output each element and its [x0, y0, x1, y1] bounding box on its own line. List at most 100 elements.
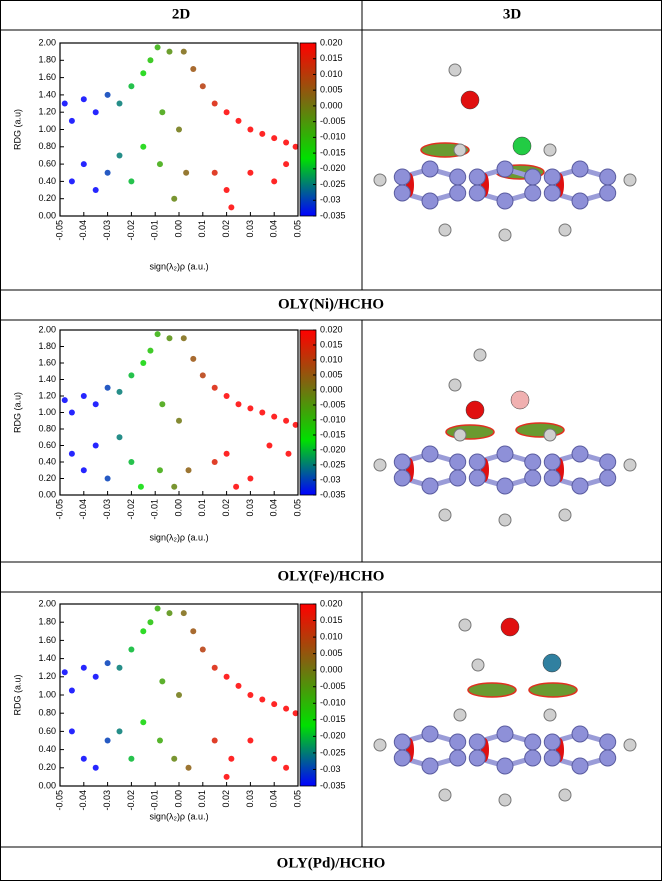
y-tick-label: 1.60 — [38, 635, 56, 645]
scatter-point — [271, 413, 278, 420]
y-tick-label: 1.00 — [38, 124, 56, 134]
colorbar-tick-label: -0.035 — [320, 489, 346, 499]
scatter-point — [199, 646, 206, 653]
scatter-point — [80, 664, 87, 671]
colorbar-tick-label: 0.020 — [320, 37, 343, 47]
scatter-point — [292, 143, 299, 150]
column-header: 2D — [172, 6, 191, 22]
carbon-atom — [496, 192, 514, 210]
colorbar-tick-label: -0.035 — [320, 210, 346, 220]
hydrogen-atom — [473, 348, 487, 362]
x-tick-label: -0.03 — [102, 790, 112, 811]
carbon-atom — [496, 477, 514, 495]
colorbar-tick-label: -0.03 — [320, 764, 341, 774]
carbon-atom — [468, 184, 486, 202]
y-tick-label: 0.40 — [38, 744, 56, 754]
scatter-point — [116, 434, 123, 441]
y-tick-label: 2.00 — [38, 37, 56, 47]
y-axis-label: RDG (a.u) — [12, 109, 22, 150]
colorbar-tick-label: -0.015 — [320, 429, 346, 439]
scatter-point — [180, 335, 187, 342]
scatter-point — [68, 178, 75, 185]
colorbar-tick-label: 0.000 — [320, 665, 343, 675]
carbon-atom — [571, 160, 589, 178]
colorbar-tick-label: 0.015 — [320, 53, 343, 63]
scatter-point — [128, 646, 135, 653]
scatter-point — [61, 397, 68, 404]
colorbar-tick-label: 0.005 — [320, 369, 343, 379]
scatter-point — [283, 417, 290, 424]
x-tick-label: -0.03 — [102, 220, 112, 241]
scatter-point — [80, 96, 87, 103]
scatter-point — [176, 126, 182, 133]
scatter-point — [154, 331, 161, 338]
scatter-point — [176, 692, 182, 698]
x-tick-label: 0.01 — [197, 790, 207, 808]
scatter-point — [247, 692, 254, 698]
scatter-point — [116, 152, 123, 159]
x-tick-label: 0.01 — [197, 220, 207, 238]
carbon-atom — [468, 469, 486, 487]
hydrogen-atom — [558, 788, 572, 802]
x-tick-label: 0.02 — [221, 220, 231, 238]
x-tick-label: -0.02 — [126, 790, 136, 811]
scatter-point — [259, 409, 266, 416]
scatter-point — [228, 755, 235, 762]
scatter-point — [166, 48, 173, 55]
colorbar-tick-label: 0.010 — [320, 631, 343, 641]
x-tick-label: 0.04 — [269, 499, 279, 517]
colorbar-tick-label: 0.010 — [320, 69, 343, 79]
y-tick-label: 1.00 — [38, 689, 56, 699]
y-axis-label: RDG (a.u) — [12, 392, 22, 433]
scatter-point — [285, 450, 292, 457]
carbon-atom — [599, 733, 617, 751]
scatter-point — [271, 178, 278, 185]
scatter-point — [259, 130, 266, 137]
x-tick-label: 0.00 — [173, 499, 183, 517]
x-tick-label: 0.00 — [173, 220, 183, 238]
y-tick-label: 1.20 — [38, 107, 56, 117]
scatter-point — [223, 450, 230, 457]
carbon-atom — [468, 453, 486, 471]
scatter-point — [271, 135, 278, 142]
scatter-point — [185, 467, 192, 474]
carbon-atom — [421, 757, 439, 775]
carbon-atom — [421, 192, 439, 210]
y-tick-label: 1.60 — [38, 357, 56, 367]
hydrogen-atom — [623, 173, 637, 187]
colorbar-tick-label: 0.020 — [320, 324, 343, 334]
scatter-point — [233, 483, 240, 490]
colorbar-tick-label: 0.020 — [320, 598, 343, 608]
scatter-point — [211, 459, 218, 465]
colorbar-tick-label: -0.005 — [320, 681, 346, 691]
carbon-atom — [468, 749, 486, 767]
carbon-atom — [599, 469, 617, 487]
molecule-3d — [373, 617, 637, 807]
scatter-point — [128, 83, 135, 90]
colorbar-tick-label: 0.005 — [320, 85, 343, 95]
scatter-point — [80, 755, 87, 762]
x-tick-label: -0.05 — [54, 499, 64, 520]
scatter-point — [171, 195, 178, 202]
y-tick-label: 0.40 — [38, 456, 56, 466]
x-tick-label: 0.05 — [292, 499, 302, 517]
scatter-point — [190, 65, 197, 72]
scatter-point — [147, 57, 154, 64]
scatter-point — [228, 204, 235, 211]
row-caption: OLY(Ni)/HCHO — [278, 296, 384, 312]
carbon-atom — [599, 749, 617, 767]
scatter-point — [171, 755, 178, 762]
hydrogen-atom — [543, 708, 557, 722]
y-tick-label: 0.80 — [38, 423, 56, 433]
scatter-point — [183, 169, 190, 176]
hydrogen-atom — [453, 428, 467, 442]
carbon-atom — [543, 733, 561, 751]
scatter-point — [92, 187, 99, 194]
y-tick-label: 1.80 — [38, 341, 56, 351]
nci-surface — [528, 682, 578, 698]
scatter-point — [159, 401, 166, 408]
y-tick-label: 1.80 — [38, 617, 56, 627]
carbon-atom — [599, 168, 617, 186]
scatter-point — [128, 178, 135, 185]
